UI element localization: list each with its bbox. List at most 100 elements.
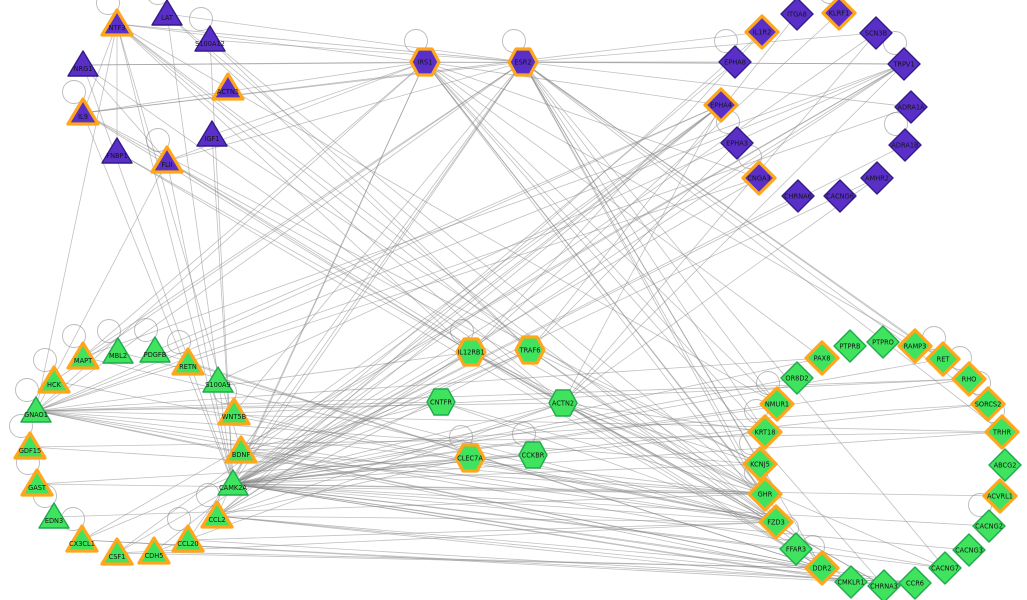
diamond-shape[interactable] [747,414,783,450]
diamond-shape[interactable] [759,386,795,422]
edge-ESR2-RET[interactable] [522,61,944,360]
triangle-shape[interactable] [101,137,133,164]
self-loop-PDGFB[interactable] [134,318,158,342]
edge-HCK-FZD3[interactable] [53,380,777,523]
node-LAT[interactable]: LAT [151,0,183,26]
edge-GAST-GHR[interactable] [36,483,766,495]
edge-BDNF-GHR[interactable] [240,450,766,495]
edge-IL12RB1-IL1R2[interactable] [470,31,763,353]
edge-TRAF6-NTF3[interactable] [116,23,531,351]
edge-CDH5-EPHA4[interactable] [153,104,722,553]
edge-CLEC7A-CCL2[interactable] [216,457,471,517]
diamond-shape[interactable] [887,47,921,81]
triangle-shape[interactable] [171,347,205,376]
triangle-shape[interactable] [100,537,134,566]
edge-GNAO1-CNGA3[interactable] [35,177,760,412]
diamond-shape[interactable] [779,532,813,566]
edge-ESR2-CACNG7[interactable] [522,61,946,569]
edge-IRS1-NRG1[interactable] [82,61,426,66]
diamond-shape[interactable] [780,0,814,31]
edge-GDF15-TRHR[interactable] [29,431,1003,448]
diamond-shape[interactable] [898,566,932,600]
edge-GNAO1-CHRNA3[interactable] [35,410,885,587]
node-ACTN2[interactable]: ACTN2 [548,389,578,417]
node-CHRNA3[interactable]: CHRNA3 [867,569,901,600]
triangle-shape[interactable] [171,524,205,553]
node-FNBP1[interactable]: FNBP1 [101,137,133,164]
edge-TRAF6-LAT[interactable] [166,13,531,351]
triangle-shape[interactable] [137,536,171,565]
triangle-shape[interactable] [38,502,70,529]
edge-S100A9-TRPV1[interactable] [217,63,905,382]
edge-ESR2-NMUR1[interactable] [522,61,778,405]
node-CMKLR1[interactable]: CMKLR1 [834,565,868,599]
node-CACNG7[interactable]: CACNG7 [928,551,962,585]
self-loop-CCL20[interactable] [167,507,191,531]
node-CACNG6[interactable]: CACNG6 [823,179,857,213]
hexagon-shape[interactable] [514,335,546,365]
edge-ACTN2-CHRNA3[interactable] [562,402,885,587]
diamond-shape[interactable] [859,16,893,50]
edge-MAPT-TRPV1[interactable] [82,63,905,358]
edge-BDNF-FZD3[interactable] [240,450,777,523]
edge-ESR2-GHR[interactable] [522,61,766,495]
edge-IL12RB1-GNAO1[interactable] [35,351,472,412]
edge-IRS1-RET[interactable] [424,61,944,360]
edge-TRAF6-EPHA3[interactable] [529,142,738,351]
node-CX3CL1[interactable]: CX3CL1 [65,524,99,553]
edge-CAMK2A-SORCS2[interactable] [232,403,989,485]
diamond-shape[interactable] [742,446,778,482]
self-loop-RETN[interactable] [167,330,191,354]
diamond-shape[interactable] [860,161,894,195]
diamond-shape[interactable] [758,504,794,540]
node-PAX8[interactable]: PAX8 [804,340,840,376]
node-GDF15[interactable]: GDF15 [13,431,47,460]
edge-PDGFB-DDR2[interactable] [154,350,823,569]
node-ADRA1A[interactable]: ADRA1A [894,90,928,124]
self-loop-NTF3[interactable] [96,0,120,15]
edge-CAMK2A-IL9[interactable] [82,112,234,485]
diamond-shape[interactable] [925,341,961,377]
edge-NTF3-IL9[interactable] [82,23,118,114]
self-loop-TRPV1[interactable] [883,31,907,55]
edge-GNAO1-FZD3[interactable] [35,410,777,523]
hexagon-shape[interactable] [548,389,578,417]
node-ACVRL1[interactable]: ACVRL1 [982,478,1018,514]
edge-CCL20-FZD3[interactable] [187,521,777,541]
self-loop-ADRA1B[interactable] [884,112,908,136]
diamond-shape[interactable] [972,509,1006,543]
diamond-shape[interactable] [894,90,928,124]
diamond-shape[interactable] [867,569,901,600]
edge-CCL2-FZD3[interactable] [216,515,777,523]
edge-ACTN2-FNBP1[interactable] [116,151,564,404]
edge-CAMK2A-KRT18[interactable] [232,431,766,485]
edge-ESR2-MAPT[interactable] [82,61,524,358]
triangle-shape[interactable] [37,365,71,394]
node-HCK[interactable]: HCK [37,365,71,394]
diamond-shape[interactable] [988,448,1022,482]
self-loop-KLRF1[interactable] [819,0,842,4]
edge-ACTN2-TRPV1[interactable] [562,63,905,404]
edge-ACTN2-CCL2[interactable] [216,402,564,517]
node-RAMP3[interactable]: RAMP3 [897,328,933,364]
hexagon-shape[interactable] [455,337,487,367]
edge-CAMK2A-KCNJ5[interactable] [232,463,761,485]
edge-ESR2-SCN3B[interactable] [522,32,877,63]
diamond-shape[interactable] [804,340,840,376]
hexagon-shape[interactable] [518,441,548,469]
edge-ESR2-WNT5B[interactable] [233,61,524,414]
edge-IRS1-DDR2[interactable] [424,61,823,569]
self-loop-GDF15[interactable] [9,414,33,438]
edge-IL12RB1-KLRF1[interactable] [470,12,840,353]
edge-ACTN2-SCN3B[interactable] [562,32,877,404]
node-CCL20[interactable]: CCL20 [171,524,205,553]
edge-CCL2-IL1R2[interactable] [216,31,763,517]
edge-S100A12-GHR[interactable] [209,39,766,495]
edge-ESR2-FZD3[interactable] [522,61,777,523]
diamond-shape[interactable] [951,361,987,397]
edge-CAMK2A-FZD3[interactable] [232,483,777,523]
edge-ESR2-HCK[interactable] [53,61,524,382]
node-NRG1[interactable]: NRG1 [67,50,99,77]
edge-IRS1-FZD3[interactable] [424,61,777,523]
triangle-shape[interactable] [20,396,52,423]
